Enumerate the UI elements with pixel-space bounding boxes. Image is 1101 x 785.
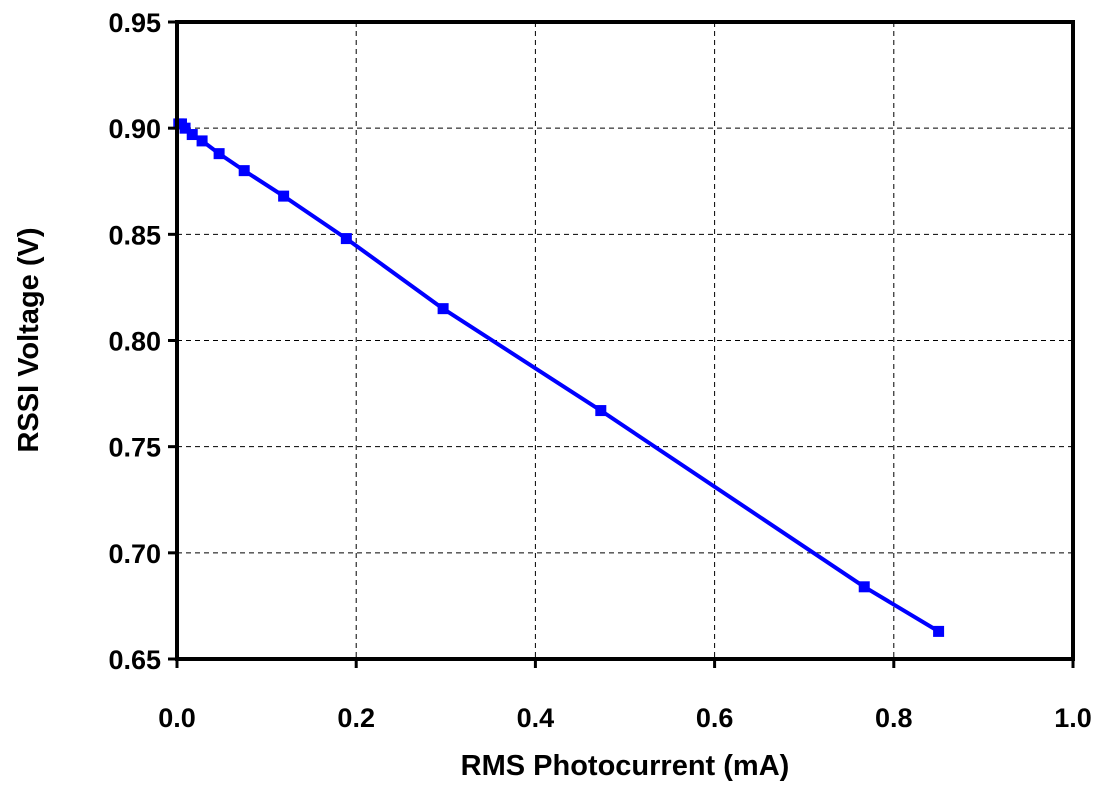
x-tick-label: 0.2 — [337, 703, 375, 733]
y-tick-label: 0.85 — [108, 220, 161, 250]
data-point-marker — [933, 625, 945, 637]
y-tick-label: 0.70 — [108, 539, 161, 569]
x-axis-label: RMS Photocurrent (mA) — [461, 750, 790, 782]
x-tick-label: 0.6 — [696, 703, 734, 733]
data-point-marker — [595, 405, 607, 417]
series-layer — [173, 118, 945, 637]
grid-lines — [177, 22, 1073, 659]
axis-ticks — [168, 20, 1075, 668]
data-point-marker — [179, 122, 191, 134]
data-point-marker — [340, 233, 352, 245]
data-point-marker — [858, 581, 870, 593]
plot-frame — [175, 20, 1075, 661]
y-axis-label: RSSI Voltage (V) — [13, 227, 45, 452]
data-point-marker — [238, 165, 250, 177]
data-point-marker — [278, 190, 290, 202]
data-point-marker — [186, 129, 198, 141]
y-tick-label: 0.75 — [108, 433, 161, 463]
y-tick-label: 0.95 — [108, 8, 161, 38]
x-tick-label: 0.0 — [158, 703, 196, 733]
y-tick-label: 0.80 — [108, 327, 161, 357]
x-tick-label: 0.8 — [875, 703, 913, 733]
y-tick-label: 0.90 — [108, 114, 161, 144]
y-tick-label: 0.65 — [108, 645, 161, 675]
x-tick-labels: 0.0 0.2 0.4 0.6 0.8 1.0 — [158, 703, 1092, 733]
x-tick-label: 1.0 — [1054, 703, 1092, 733]
data-point-marker — [196, 135, 208, 147]
x-tick-label: 0.4 — [517, 703, 555, 733]
y-tick-labels: 0.65 0.70 0.75 0.80 0.85 0.90 0.95 — [108, 8, 161, 675]
series-line — [178, 121, 940, 634]
data-point-marker — [213, 148, 225, 160]
data-point-marker — [437, 303, 449, 315]
